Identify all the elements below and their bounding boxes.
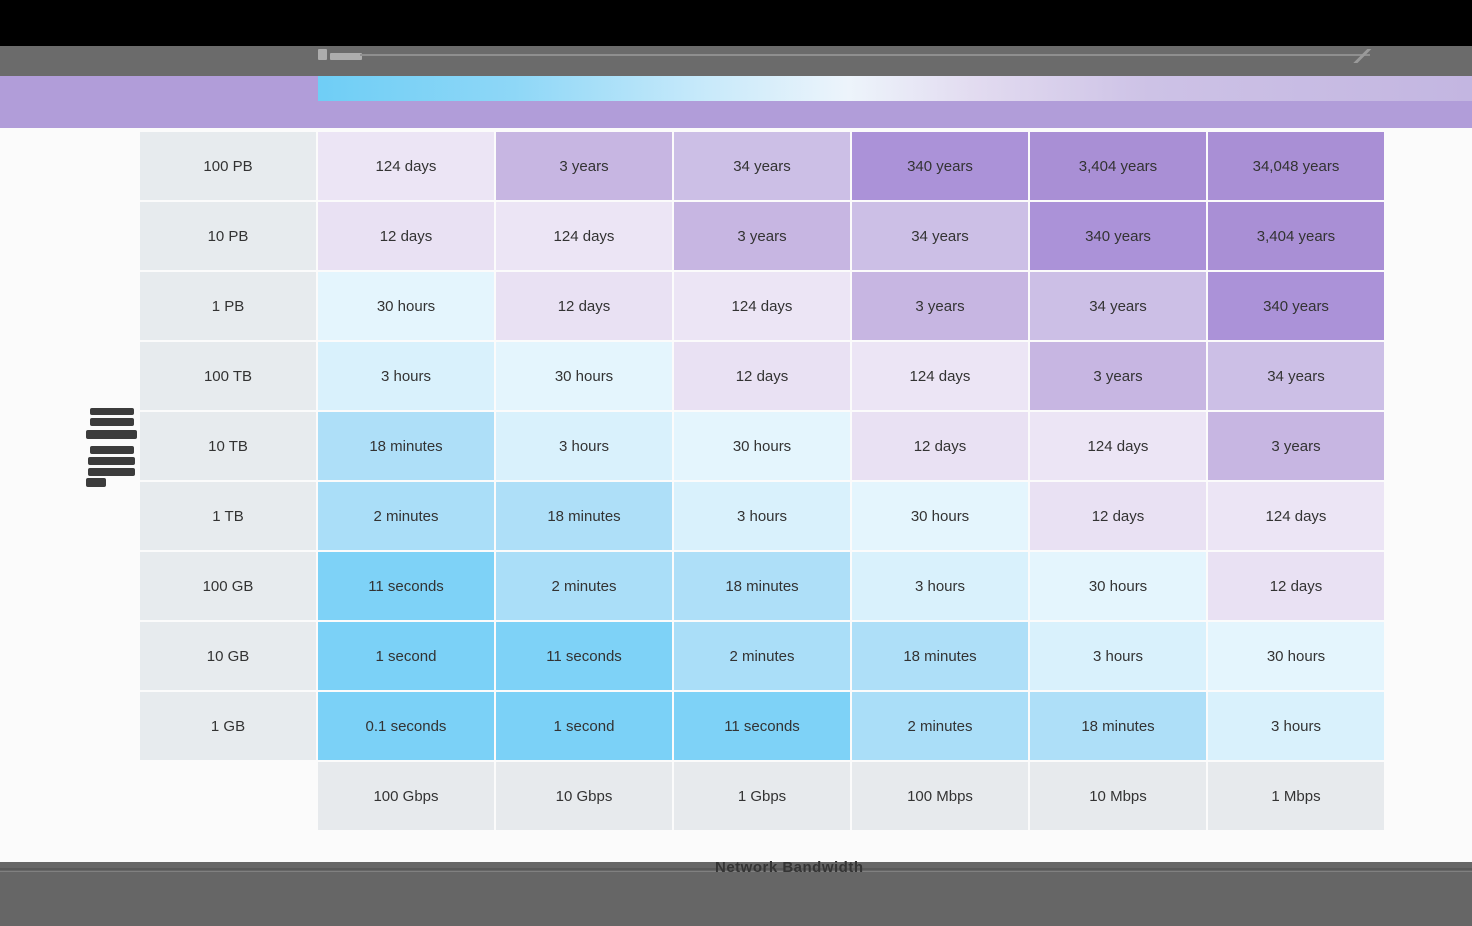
heatmap-cell: 124 days [318,132,494,200]
heatmap-cell: 2 minutes [674,622,850,690]
row-header: 1 PB [140,272,316,340]
heatmap-cell: 1 second [318,622,494,690]
heatmap-cell: 34 years [1208,342,1384,410]
heatmap-cell: 12 days [318,202,494,270]
redacted-text-fragment [88,457,135,465]
heatmap-cell: 18 minutes [496,482,672,550]
heatmap-cell: 124 days [852,342,1028,410]
heatmap-cell: 11 seconds [318,552,494,620]
heatmap-cell: 3 hours [674,482,850,550]
redacted-text-fragment [90,418,134,426]
corner-empty-cell [140,762,316,830]
heatmap-cell: 3 years [1208,412,1384,480]
heatmap-cell: 124 days [674,272,850,340]
col-header: 100 Mbps [852,762,1028,830]
heatmap-cell: 3 years [852,272,1028,340]
footer-divider-line [0,868,1472,870]
redacted-text-fragment [330,53,362,60]
heatmap-cell: 30 hours [1208,622,1384,690]
col-header: 1 Gbps [674,762,850,830]
toolbar-divider-line [360,54,1370,56]
redacted-toolbar-text [318,48,364,63]
heatmap-cell: 3 hours [1030,622,1206,690]
color-scale-gradient [318,76,1472,101]
row-header: 1 GB [140,692,316,760]
heatmap-cell: 3 hours [1208,692,1384,760]
col-header: 1 Mbps [1208,762,1384,830]
heatmap-cell: 30 hours [318,272,494,340]
heatmap-cell: 340 years [852,132,1028,200]
toolbar [0,46,1472,76]
redacted-text-fragment [88,468,135,476]
col-header: 10 Mbps [1030,762,1206,830]
heatmap-cell: 2 minutes [496,552,672,620]
row-header: 10 TB [140,412,316,480]
heatmap-cell: 124 days [1208,482,1384,550]
heatmap-cell: 18 minutes [318,412,494,480]
heatmap-cell: 11 seconds [496,622,672,690]
heatmap-cell: 12 days [674,342,850,410]
heatmap-cell: 3 hours [852,552,1028,620]
header-band [0,76,1472,128]
heatmap-cell: 30 hours [852,482,1028,550]
heatmap-cell: 3 years [1030,342,1206,410]
heatmap-cell: 34,048 years [1208,132,1384,200]
heatmap-cell: 340 years [1030,202,1206,270]
row-header: 100 GB [140,552,316,620]
footer-divider-line [0,871,1472,872]
window-top-bar [0,0,1472,46]
row-header: 10 GB [140,622,316,690]
redacted-text-fragment [86,478,106,487]
heatmap-cell: 34 years [674,132,850,200]
heatmap-cell: 18 minutes [1030,692,1206,760]
heatmap-cell: 340 years [1208,272,1384,340]
heatmap-cell: 2 minutes [852,692,1028,760]
heatmap-cell: 3,404 years [1030,132,1206,200]
heatmap-cell: 124 days [1030,412,1206,480]
footer-bar [0,862,1472,926]
heatmap-cell: 3 hours [496,412,672,480]
heatmap-cell: 12 days [1030,482,1206,550]
redacted-text-fragment [90,446,134,454]
toolbar-handle-icon [1352,49,1372,63]
redacted-text-fragment [86,430,137,439]
heatmap-cell: 30 hours [674,412,850,480]
row-header: 1 TB [140,482,316,550]
heatmap-cell: 2 minutes [318,482,494,550]
heatmap-cell: 3,404 years [1208,202,1384,270]
redacted-y-axis-label [86,406,138,490]
col-header: 100 Gbps [318,762,494,830]
heatmap-cell: 11 seconds [674,692,850,760]
heatmap-cell: 3 years [674,202,850,270]
heatmap-cell: 30 hours [1030,552,1206,620]
heatmap-cell: 34 years [852,202,1028,270]
heatmap-cell: 0.1 seconds [318,692,494,760]
x-axis-label: Network Bandwidth [715,859,864,876]
transfer-time-heatmap: 100 PB 124 days 3 years 34 years 340 years 3,… [140,132,1384,830]
heatmap-cell: 124 days [496,202,672,270]
heatmap-cell: 3 hours [318,342,494,410]
heatmap-cell: 1 second [496,692,672,760]
heatmap-cell: 12 days [1208,552,1384,620]
heatmap-cell: 3 years [496,132,672,200]
heatmap-cell: 12 days [852,412,1028,480]
heatmap-cell: 18 minutes [674,552,850,620]
row-header: 10 PB [140,202,316,270]
heatmap-cell: 12 days [496,272,672,340]
heatmap-cell: 34 years [1030,272,1206,340]
heatmap-cell: 30 hours [496,342,672,410]
redacted-text-fragment [90,408,134,415]
redacted-text-fragment [318,49,327,60]
row-header: 100 TB [140,342,316,410]
heatmap-cell: 18 minutes [852,622,1028,690]
col-header: 10 Gbps [496,762,672,830]
row-header: 100 PB [140,132,316,200]
